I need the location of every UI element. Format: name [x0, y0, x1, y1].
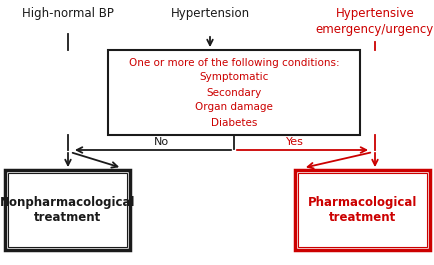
- Text: Pharmacological
treatment: Pharmacological treatment: [307, 196, 416, 224]
- Text: Symptomatic: Symptomatic: [199, 73, 268, 82]
- Bar: [294, 170, 429, 250]
- Text: Yes: Yes: [285, 137, 303, 147]
- Text: Diabetes: Diabetes: [210, 117, 256, 127]
- Text: Organ damage: Organ damage: [194, 103, 272, 113]
- Text: Nonpharmacological
treatment: Nonpharmacological treatment: [0, 196, 135, 224]
- Text: High-normal BP: High-normal BP: [22, 7, 114, 20]
- Text: Secondary: Secondary: [206, 87, 261, 98]
- Bar: [8, 173, 127, 247]
- Bar: [5, 170, 130, 250]
- Text: One or more of the following conditions:: One or more of the following conditions:: [128, 58, 339, 68]
- Bar: [108, 50, 359, 135]
- Text: No: No: [153, 137, 168, 147]
- Text: Hypertension: Hypertension: [170, 7, 249, 20]
- Bar: [297, 173, 426, 247]
- Text: Hypertensive
emergency/urgency: Hypertensive emergency/urgency: [315, 7, 433, 36]
